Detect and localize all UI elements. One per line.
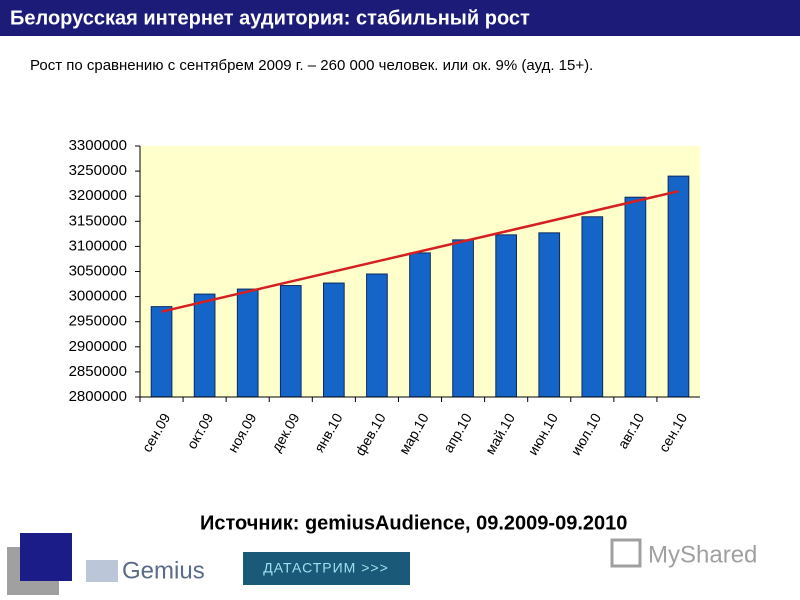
y-tick-label: 3150000 [69,212,127,229]
y-tick-label: 2800000 [69,388,127,405]
source: Источник: gemiusAudience, 09.2009-09.201… [200,512,627,534]
deco-square-blue [20,533,72,581]
trend-line [161,189,679,313]
x-tick-label: фев.10 [352,410,389,458]
x-tick-label: июн.10 [524,410,561,458]
datastream-button[interactable] [243,552,410,585]
bar [495,234,517,398]
bar [452,239,474,398]
x-tick-label: мар.10 [396,410,432,457]
y-tick-label: 3050000 [69,262,127,279]
x-tick-label: ноя.09 [224,410,259,455]
y-tick-label: 3000000 [69,288,127,305]
x-tick-label: окт.09 [183,410,216,451]
y-tick-label: 3100000 [69,237,127,254]
datastream-logo: ДАТАСТРИМ >>> [263,560,389,576]
bar [193,293,216,398]
bar [409,252,431,398]
x-tick-label: май.10 [482,410,518,457]
x-tick-label: янв.10 [311,410,346,455]
bar [624,196,647,398]
y-tick-label: 2850000 [69,363,127,380]
gemius-icon [86,560,118,582]
x-tick-label: июл.10 [567,410,604,458]
bar [279,285,302,398]
y-tick-label: 2900000 [69,338,127,355]
y-tick-label: 3200000 [69,187,127,204]
x-tick-label: сен.09 [138,410,173,455]
bar [150,306,173,398]
bar [236,288,259,398]
y-tick-label: 3250000 [69,162,127,179]
chart: 2800000 2850000 2900000 2950000 3000000 30500… [69,137,700,458]
bar [323,282,345,398]
y-tick-label: 3300000 [69,137,127,154]
y-tick-label: 2950000 [69,313,127,330]
x-tick-label: сен.10 [655,410,690,455]
title-bar [0,0,800,36]
myshared-logo: MyShared [648,541,757,568]
myshared-icon [610,538,642,568]
x-tick-label: апр.10 [440,410,475,455]
bar [581,216,604,398]
slide-title: Белорусская интернет аудитория: стабильн… [10,7,530,29]
x-tick-label: авг.10 [614,410,647,451]
bar [538,232,561,398]
x-tick-label: дек.09 [268,410,303,454]
bar [366,273,388,398]
subtitle: Рост по сравнению с сентябрем 2009 г. – … [30,57,593,74]
bar [667,175,690,398]
gemius-logo: Gemius [122,557,205,584]
